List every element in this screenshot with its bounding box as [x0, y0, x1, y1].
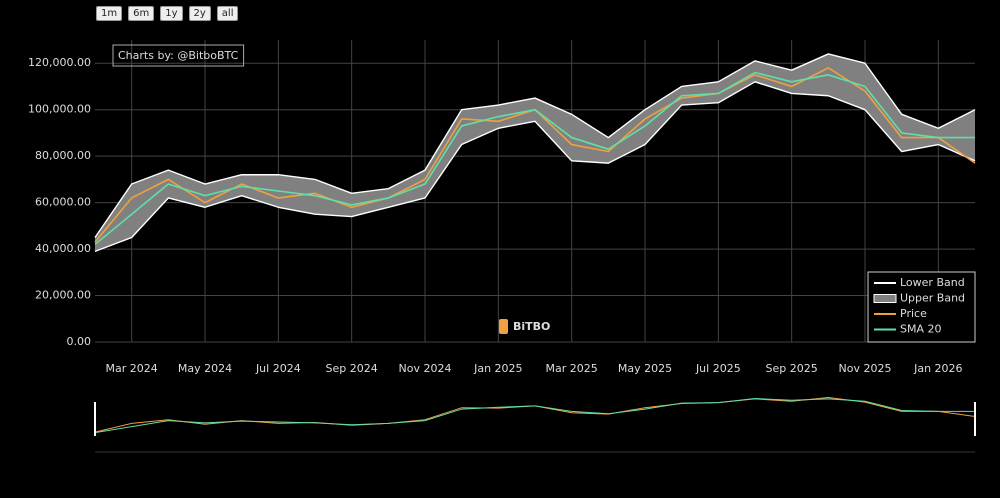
legend-label: Price — [900, 307, 927, 320]
x-tick-label: Jan 2026 — [913, 362, 962, 375]
x-tick-label: Mar 2024 — [106, 362, 158, 375]
x-tick-label: May 2024 — [178, 362, 232, 375]
navigator-handle — [94, 402, 96, 436]
range-button[interactable]: 6m — [128, 6, 155, 21]
legend-label: Lower Band — [900, 276, 965, 289]
x-tick-label: May 2025 — [618, 362, 672, 375]
x-tick-label: Nov 2024 — [399, 362, 452, 375]
x-tick-label: Mar 2025 — [546, 362, 598, 375]
navigator-line — [94, 397, 976, 433]
y-tick-label: 0.00 — [67, 335, 92, 348]
annotation-box — [112, 44, 245, 67]
series-line — [94, 71, 975, 246]
x-tick-label: Jul 2025 — [695, 362, 741, 375]
y-tick-label: 80,000.00 — [35, 149, 91, 162]
series-line — [94, 81, 976, 253]
navigator-line — [94, 397, 975, 434]
x-tick-label: Jan 2025 — [473, 362, 522, 375]
navigator-handle — [974, 402, 976, 436]
watermark: BiTBO — [513, 320, 550, 333]
x-tick-label: Jul 2024 — [255, 362, 301, 375]
range-button[interactable]: all — [216, 6, 239, 21]
y-tick-label: 40,000.00 — [35, 242, 91, 255]
x-tick-label: Nov 2025 — [839, 362, 892, 375]
y-tick-label: 20,000.00 — [35, 289, 91, 302]
range-button[interactable]: 1m — [96, 6, 123, 21]
watermark-icon — [499, 319, 508, 334]
range-selector: 1m 6m 1y 2y all — [96, 6, 239, 21]
range-button[interactable]: 1y — [160, 6, 183, 21]
legend-swatch — [873, 294, 897, 303]
y-tick-label: 60,000.00 — [35, 196, 91, 209]
legend-label: Upper Band — [900, 292, 965, 305]
band-fill — [95, 53, 975, 252]
series-line — [94, 53, 976, 238]
legend-label: SMA 20 — [900, 323, 942, 336]
x-tick-label: Sep 2024 — [326, 362, 378, 375]
y-tick-label: 120,000.00 — [28, 56, 91, 69]
annotation: Charts by: @BitboBTC — [118, 49, 239, 62]
range-button[interactable]: 2y — [188, 6, 211, 21]
x-tick-label: Sep 2025 — [766, 362, 818, 375]
y-tick-label: 100,000.00 — [28, 103, 91, 116]
